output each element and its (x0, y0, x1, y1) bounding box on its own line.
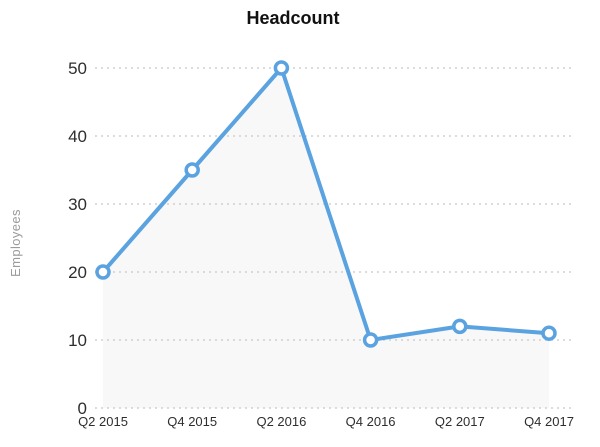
x-tick-labels: Q2 2015 Q4 2015 Q2 2016 Q4 2016 Q2 2017 Q4 20… (78, 414, 574, 429)
data-point-marker (362, 332, 379, 348)
data-point-marker (184, 162, 200, 178)
x-tick-label: Q4 2015 (167, 414, 217, 429)
data-point-marker (95, 264, 111, 280)
gridlines (95, 67, 572, 409)
x-tick-label: Q4 2017 (524, 414, 574, 429)
chart-title: Headcount (246, 8, 339, 28)
y-tick-label: 20 (68, 263, 87, 282)
x-tick-label: Q2 2017 (435, 414, 485, 429)
data-point-markers (95, 60, 557, 348)
y-tick-label: 50 (68, 59, 87, 78)
y-tick-label: 0 (78, 399, 87, 418)
x-tick-label: Q4 2016 (346, 414, 396, 429)
data-point-marker (273, 60, 290, 76)
y-tick-label: 30 (68, 195, 87, 214)
data-point-marker (452, 318, 468, 335)
y-tick-labels: 0 10 20 30 40 50 (68, 59, 87, 418)
series-line (101, 66, 551, 342)
y-tick-label: 40 (68, 127, 87, 146)
data-point-marker (541, 325, 557, 341)
y-axis-label: Employees (8, 209, 23, 277)
x-tick-label: Q2 2015 (78, 414, 128, 429)
y-tick-label: 10 (68, 331, 87, 350)
x-tick-label: Q2 2016 (256, 414, 306, 429)
series-area-fill (103, 68, 549, 408)
